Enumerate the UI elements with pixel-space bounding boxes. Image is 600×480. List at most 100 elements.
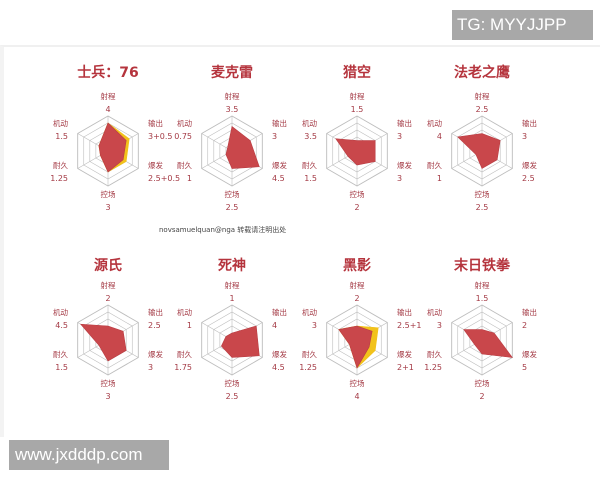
axis-label-durability: 耐久 [302,160,317,170]
chart-title: 源氏 [94,257,122,274]
axis-label-burst: 爆发 [148,160,163,170]
chart-title: 麦克雷 [211,64,253,81]
axis-value-control: 2.5 [226,203,239,212]
axis-label-durability: 耐久 [53,349,68,359]
axis-label-mobility: 机动 [177,307,192,317]
axis-spoke [201,133,233,152]
axis-label-output: 输出 [272,118,287,128]
chart-title: 猎空 [343,64,371,81]
watermark-bottom: www.jxdddp.com [9,440,169,470]
axis-value-burst: 3 [397,174,402,183]
axis-value-burst: 4.5 [272,363,285,372]
axis-value-durability: 1.25 [50,174,68,183]
axis-label-burst: 爆发 [148,349,163,359]
credit-text: novsamuelquan@nga 转载请注明出处 [159,225,286,234]
axis-value-mobility: 4 [437,132,442,141]
axis-label-range: 射程 [225,280,240,290]
axis-label-range: 射程 [475,91,490,101]
axis-label-control: 控场 [225,378,240,388]
watermark-top: TG: MYYJJPP [452,10,593,40]
axis-label-durability: 耐久 [177,160,192,170]
axis-value-output: 4 [272,321,277,330]
axis-value-burst: 3 [148,363,153,372]
value-area [225,125,260,169]
axis-value-output: 3 [272,132,277,141]
axis-value-control: 4 [354,392,359,401]
chart-title: 死神 [217,257,246,274]
axis-label-mobility: 机动 [427,307,442,317]
axis-label-burst: 爆发 [272,349,287,359]
chart-title: 士兵：76 [77,64,138,81]
axis-label-control: 控场 [225,189,240,199]
axis-label-control: 控场 [350,189,365,199]
axis-label-burst: 爆发 [397,160,412,170]
axis-value-output: 3+0.5 [148,132,173,141]
axis-label-range: 射程 [475,280,490,290]
axis-label-durability: 耐久 [53,160,68,170]
axis-value-control: 2.5 [476,203,489,212]
axis-label-mobility: 机动 [302,307,317,317]
axis-value-output: 2.5 [148,321,161,330]
axis-label-output: 输出 [522,307,537,317]
axis-value-durability: 1 [187,174,192,183]
axis-label-mobility: 机动 [53,118,68,128]
axis-value-output: 2.5+1 [397,321,422,330]
axis-label-mobility: 机动 [53,307,68,317]
axis-label-output: 输出 [397,118,412,128]
axis-value-mobility: 3.5 [304,132,317,141]
chart-frame [0,45,600,437]
axis-value-mobility: 4.5 [55,321,68,330]
axis-label-control: 控场 [101,378,116,388]
axis-label-durability: 耐久 [427,349,442,359]
value-area [98,122,127,173]
axis-value-durability: 1.75 [174,363,192,372]
chart-title: 法老之鹰 [454,64,510,81]
axis-value-output: 3 [397,132,402,141]
axis-value-mobility: 3 [312,321,317,330]
axis-value-control: 2 [479,392,484,401]
axis-label-durability: 耐久 [427,160,442,170]
axis-label-burst: 爆发 [522,160,537,170]
axis-value-range: 1.5 [351,105,364,114]
axis-value-mobility: 0.75 [174,132,192,141]
axis-label-control: 控场 [101,189,116,199]
axis-label-burst: 爆发 [272,160,287,170]
value-area [335,138,376,166]
axis-value-mobility: 1.5 [55,132,68,141]
axis-label-output: 输出 [148,118,163,128]
value-area [463,329,513,358]
axis-label-control: 控场 [475,189,490,199]
axis-label-control: 控场 [475,378,490,388]
axis-value-range: 1.5 [476,294,489,303]
axis-label-output: 输出 [522,118,537,128]
axis-value-range: 2 [354,294,359,303]
axis-value-output: 2 [522,321,527,330]
axis-label-output: 输出 [272,307,287,317]
axis-value-burst: 2.5 [522,174,535,183]
value-area [457,133,501,169]
axis-label-control: 控场 [350,378,365,388]
axis-label-range: 射程 [225,91,240,101]
axis-value-control: 3 [105,392,110,401]
axis-label-mobility: 机动 [177,118,192,128]
axis-label-durability: 耐久 [177,349,192,359]
axis-value-durability: 1.5 [304,174,317,183]
axis-value-mobility: 3 [437,321,442,330]
axis-label-range: 射程 [350,280,365,290]
axis-value-durability: 1.25 [299,363,317,372]
axis-value-range: 3.5 [226,105,239,114]
chart-title: 末日铁拳 [454,257,511,274]
axis-label-range: 射程 [101,280,116,290]
axis-label-burst: 爆发 [522,349,537,359]
value-area [80,323,127,362]
axis-value-durability: 1 [437,174,442,183]
value-area [221,325,260,358]
radar-chart: 士兵：76 射程 4 输出 3+0.5 爆发 2.5+0.5 控场 3 耐久 1.25 机动 1.5 [50,64,180,212]
